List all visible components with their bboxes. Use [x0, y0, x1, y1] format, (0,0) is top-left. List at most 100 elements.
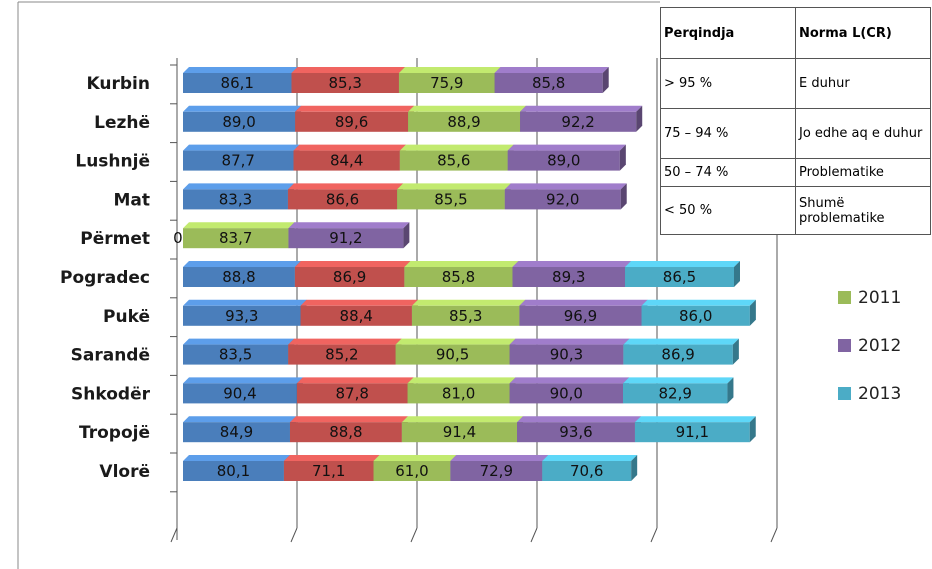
table-cell: E duhur [795, 58, 931, 109]
bar-top-face [183, 377, 303, 384]
legend-swatch [838, 339, 851, 352]
data-label: 85,3 [449, 307, 482, 325]
bar-side-face [403, 222, 410, 249]
data-label: 91,4 [443, 423, 476, 441]
bar-segment [397, 189, 505, 210]
table-cell: 75 – 94 % [660, 108, 796, 159]
category-label: Vlorë [99, 462, 150, 482]
data-label: 89,3 [552, 268, 585, 286]
bar-top-face [517, 416, 641, 423]
bar-segment [183, 305, 301, 326]
category-label: Mat [113, 190, 150, 210]
data-label: 85,6 [437, 152, 470, 170]
data-label: 88,8 [329, 423, 362, 441]
bar-side-face [602, 67, 609, 93]
gridline-foot [170, 527, 178, 543]
data-label: 81,0 [442, 384, 475, 402]
bar-top-face [401, 416, 524, 423]
norm-table: Perqindja Norma L(CR) > 95 % E duhur 75 … [660, 7, 931, 235]
category-label: Pogradec [60, 268, 150, 288]
bar-top-face [183, 261, 301, 267]
bar-segment [622, 383, 728, 404]
data-label: 83,3 [219, 190, 252, 208]
table-header-norma: Norma L(CR) [795, 7, 931, 59]
table-header-row: Perqindja Norma L(CR) [660, 7, 931, 59]
bar-top-face [623, 338, 739, 345]
bar-segment [293, 150, 400, 171]
data-label: 86,9 [661, 346, 694, 364]
data-label: 61,0 [395, 462, 428, 480]
data-label: 80,1 [217, 462, 250, 480]
bar-top-face [504, 183, 627, 190]
bar-top-face [183, 455, 290, 461]
legend-swatch [838, 387, 851, 400]
bar-segment [183, 344, 289, 365]
table-row: 75 – 94 % Jo edhe aq e duhur [660, 108, 931, 159]
bar-side-face [732, 338, 739, 365]
bar-top-face [542, 455, 638, 461]
table-cell: > 95 % [660, 58, 796, 109]
bar-segment [404, 267, 513, 287]
data-label: 86,1 [221, 74, 254, 92]
data-label: 90,0 [550, 384, 583, 402]
bar-segment [295, 111, 409, 132]
bar-top-face [291, 67, 405, 73]
data-label: 96,9 [564, 307, 597, 325]
bar-top-face [408, 105, 527, 112]
bar-side-face [619, 144, 626, 171]
bar-segment [288, 228, 404, 249]
table-row: 50 – 74 % Problematike [660, 158, 931, 187]
bar-top-face [288, 222, 410, 229]
table-header-perqindja: Perqindja [660, 7, 796, 59]
bar-segment [183, 189, 288, 210]
data-label: 88,8 [222, 268, 255, 286]
bar-top-face [283, 455, 380, 461]
bar-segment [408, 111, 521, 132]
data-label: 92,0 [546, 190, 579, 208]
bar-top-face [507, 144, 626, 151]
bar-segment [641, 305, 750, 326]
data-label: 89,6 [335, 113, 368, 131]
bar-top-face [397, 183, 511, 190]
bar-segment [407, 383, 510, 404]
bar-top-face [411, 299, 526, 306]
data-label: 84,4 [330, 152, 363, 170]
bar-segment [291, 73, 399, 93]
bar-top-face [287, 183, 404, 190]
data-label: 83,7 [219, 229, 252, 247]
table-cell: 50 – 74 % [660, 158, 796, 187]
data-label: 82,9 [659, 384, 692, 402]
bar-segment [507, 150, 620, 171]
bar-top-face [296, 377, 414, 384]
bar-side-face [727, 377, 734, 404]
bar-side-face [620, 183, 627, 210]
data-label: 70,6 [570, 462, 603, 480]
bar-segment [399, 150, 508, 171]
bar-side-face [733, 261, 740, 287]
category-label: Pukë [103, 307, 150, 327]
gridline-foot [530, 527, 538, 543]
gridline-foot [290, 527, 298, 543]
bar-segment [294, 267, 405, 287]
data-label: 93,6 [559, 423, 592, 441]
bar-top-face [183, 183, 294, 190]
data-label: 89,0 [547, 152, 580, 170]
bar-segment [287, 189, 398, 210]
legend-label: 2013 [858, 384, 901, 404]
bar-segment [289, 422, 402, 443]
bar-top-face [399, 144, 514, 151]
table-cell: Problematike [795, 158, 931, 187]
data-label: 85,2 [325, 346, 358, 364]
bars: 86,1 85,3 75,9 85,8 89,0 89,6 88,9 92,2 87,7 84,4… [173, 67, 756, 481]
bar-top-face [183, 416, 296, 423]
gridline-foot [770, 527, 778, 543]
bar-top-face [373, 455, 457, 461]
table-row: < 50 % Shumë problematike [660, 186, 931, 235]
bar-side-face [636, 105, 643, 132]
legend-swatch [838, 291, 851, 304]
bar-top-face [520, 105, 643, 112]
bar-segment [623, 344, 733, 365]
table-cell: Jo edhe aq e duhur [795, 108, 931, 159]
category-label: Sarandë [71, 346, 150, 366]
data-label: 88,9 [447, 113, 480, 131]
